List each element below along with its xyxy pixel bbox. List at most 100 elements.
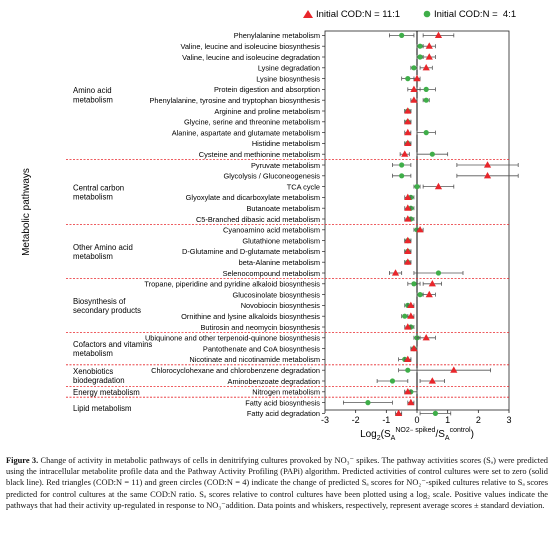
point-cod4 bbox=[411, 65, 417, 71]
group-label-line: secondary products bbox=[73, 306, 141, 315]
figure-caption: Figure 3. Change of activity in metaboli… bbox=[6, 455, 548, 511]
point-cod4 bbox=[405, 76, 411, 82]
group-label: Central carbon metabolism bbox=[73, 183, 124, 201]
pathway-label: Aminobenzoate degradation bbox=[228, 377, 320, 386]
group-label-line: Biosynthesis of bbox=[73, 297, 126, 306]
pathway-label: TCA cycle bbox=[287, 182, 320, 191]
point-cod11 bbox=[407, 301, 415, 308]
point-cod4 bbox=[399, 32, 405, 39]
point-cod4 bbox=[429, 151, 435, 157]
group-label-line: Xenobiotics bbox=[73, 367, 113, 376]
pathway-labels: Phenylalanine metabolism Valine, leucine … bbox=[144, 31, 325, 418]
pathway-label: Fatty acid degradation bbox=[247, 409, 320, 418]
group-label: Amino acid metabolism bbox=[73, 86, 113, 104]
data-marks bbox=[342, 31, 519, 416]
x-tick-label: 2 bbox=[476, 415, 481, 425]
x-tick-label: -2 bbox=[352, 415, 360, 425]
pathway-label: Ornithine and lysine alkaloids biosynthe… bbox=[181, 312, 320, 321]
point-cod4 bbox=[417, 43, 423, 49]
x-axis-title: Log2(SANO2− spiked/SAcontrol) bbox=[360, 427, 474, 442]
pathway-label: Novobiocin biosynthesis bbox=[241, 301, 321, 310]
pathway-label: Histidine metabolism bbox=[252, 139, 320, 148]
point-cod4 bbox=[399, 173, 405, 179]
point-cod11 bbox=[413, 74, 421, 82]
point-cod4 bbox=[435, 270, 442, 276]
x-axis-ticks: -3 -2 -1 0 1 2 3 bbox=[321, 410, 512, 425]
group-label-line: biodegradation bbox=[73, 376, 125, 385]
pathway-label: Glutathione metabolism bbox=[242, 236, 320, 245]
point-cod11 bbox=[483, 172, 492, 179]
pathway-label: Protein digestion and absorption bbox=[214, 85, 320, 94]
point-cod4 bbox=[417, 292, 423, 298]
point-cod11 bbox=[422, 64, 430, 71]
y-axis-title: Metabolic pathways bbox=[21, 168, 32, 256]
group-label-line: Central carbon bbox=[73, 183, 124, 192]
pathway-label: D-Glutamine and D-glutamate metabolism bbox=[182, 247, 320, 256]
legend-label-cod4: Initial COD:N = 4:1 bbox=[434, 9, 516, 20]
pathway-label: Phenylalanine, tyrosine and tryptophan b… bbox=[149, 96, 320, 105]
point-cod11 bbox=[410, 344, 418, 352]
pathway-label: Phenylalanine metabolism bbox=[234, 31, 320, 40]
point-cod4 bbox=[389, 378, 396, 384]
group-label-line: metabolism bbox=[73, 252, 113, 261]
pathway-label: Butirosin and neomycin biosynthesis bbox=[200, 323, 320, 332]
point-cod4 bbox=[423, 86, 429, 92]
pathway-label: Ubiquinone and other terpenoid-quinone b… bbox=[145, 334, 320, 343]
group-label: Energy metabolism bbox=[73, 388, 140, 397]
caption-text: Change of activity in metabolic pathways… bbox=[6, 456, 548, 510]
pathway-label: Selenocompound metabolism bbox=[223, 269, 320, 278]
group-separators bbox=[66, 159, 509, 398]
x-tick-label: 1 bbox=[445, 415, 450, 425]
x-tick-label: -1 bbox=[382, 415, 390, 425]
point-cod4 bbox=[414, 184, 420, 190]
legend: Initial COD:N = 11:1 Initial COD:N = 4:1 bbox=[303, 9, 516, 20]
pathway-label: Lysine degradation bbox=[258, 64, 320, 73]
group-label-line: Amino acid bbox=[73, 86, 112, 95]
point-cod11 bbox=[404, 355, 412, 362]
point-cod4 bbox=[405, 367, 411, 373]
point-cod4 bbox=[432, 410, 438, 416]
group-label: Lipid metabolism bbox=[73, 404, 132, 413]
point-cod11 bbox=[450, 366, 458, 373]
x-tick-label: -3 bbox=[321, 415, 329, 425]
point-cod11 bbox=[401, 150, 409, 157]
group-label: Cofactors and vitamins metabolism bbox=[73, 340, 152, 358]
pathway-label: Glycolysis / Gluconeogenesis bbox=[223, 172, 320, 181]
point-cod4 bbox=[399, 162, 405, 168]
caption-label: Figure 3. bbox=[6, 456, 39, 465]
point-cod11 bbox=[428, 377, 436, 384]
point-cod11 bbox=[404, 247, 412, 254]
point-cod11 bbox=[410, 85, 418, 92]
point-cod11 bbox=[404, 118, 412, 125]
pathway-label: Glucosinolate biosynthesis bbox=[232, 290, 320, 299]
point-cod11 bbox=[483, 161, 492, 168]
pathway-label: Butanoate metabolism bbox=[246, 204, 320, 213]
pathway-label: Pyruvate metabolism bbox=[251, 161, 320, 170]
point-cod11 bbox=[404, 323, 412, 330]
pathway-label: Valine, leucine and isoleucine degradati… bbox=[182, 53, 320, 62]
group-label: Biosynthesis of secondary products bbox=[73, 297, 141, 315]
point-cod4 bbox=[423, 130, 429, 136]
legend-label-cod11: Initial COD:N = 11:1 bbox=[316, 9, 400, 20]
pathway-label: Chlorocyclohexane and chlorobenzene degr… bbox=[151, 366, 320, 375]
group-label: Xenobiotics biodegradation bbox=[73, 367, 125, 385]
legend-triangle-marker bbox=[303, 10, 313, 18]
point-cod11 bbox=[404, 388, 412, 395]
pathway-label: Glycine, serine and threonine metabolism bbox=[184, 118, 320, 127]
pathway-label: Glyoxylate and dicarboxylate metabolism bbox=[186, 193, 320, 202]
group-label: Other Amino acid metabolism bbox=[73, 243, 133, 261]
point-cod11 bbox=[422, 334, 430, 341]
point-cod11 bbox=[404, 215, 412, 222]
point-cod11 bbox=[395, 409, 403, 416]
x-tick-label: 0 bbox=[414, 415, 419, 425]
pathway-label: Nitrogen metabolism bbox=[252, 388, 320, 397]
point-cod11 bbox=[416, 226, 424, 233]
point-cod11 bbox=[404, 139, 412, 146]
group-label-line: metabolism bbox=[73, 95, 113, 104]
point-cod4 bbox=[402, 313, 408, 319]
pathway-label: beta-Alanine metabolism bbox=[239, 258, 320, 267]
point-cod11 bbox=[407, 398, 415, 406]
point-cod4 bbox=[423, 97, 429, 103]
group-label-line: Other Amino acid bbox=[73, 243, 133, 252]
